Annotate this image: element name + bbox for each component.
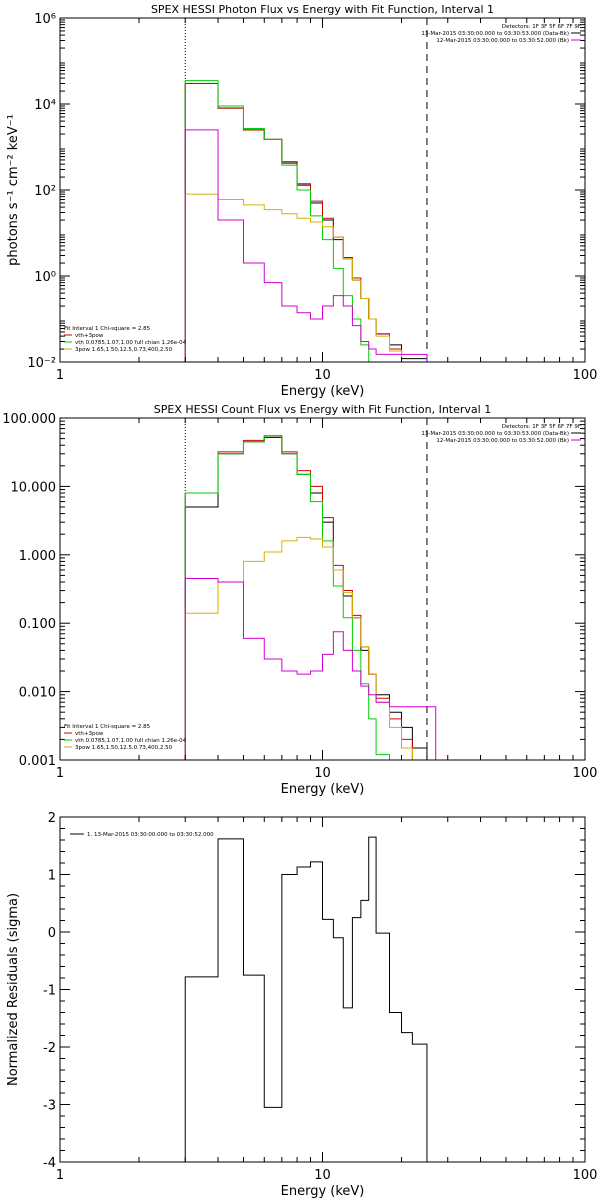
legend-entry-label: 3pow 1.65,1.50,12.5,0.73,400,2.50 [75,347,173,353]
x-axis-label: Energy (keV) [281,384,365,399]
legend-fit-interval: Fit Interval 1 Chi-square = 2.85 [64,724,151,730]
x-axis-label: Energy (keV) [281,1184,365,1199]
legend-entry-label: 1. 13-Mar-2015 03:30:00.000 to 03:30:52.… [87,832,214,838]
legend-entry-label: vth+3pow [75,333,104,339]
series-vth [184,80,370,362]
y-tick-label: 2 [48,811,56,826]
legend-entry-label: vth+3pow [75,731,104,737]
legend-entry-label: 3pow 1.65,1.50,12.5,0.73,400,2.50 [75,745,173,751]
x-tick-label: 10 [314,1168,331,1183]
series-group [184,435,437,760]
series-group [184,80,428,362]
legend-entry-label: 13-Mar-2015 03:30:00.000 to 03:30:53.000… [421,431,569,437]
y-tick-label: 0.100 [19,617,56,632]
x-tick-label: 1 [56,1168,64,1183]
series-3pow [184,193,413,362]
y-tick-label: -2 [43,1041,56,1056]
y-tick-label: 1 [48,869,56,884]
y-tick-label: 10⁰ [34,270,56,285]
y-tick-label: 10⁶ [34,12,56,27]
y-tick-label: 10⁻² [27,356,56,371]
x-tick-label: 1 [56,368,64,383]
panel-1: SPEX HESSI Photon Flux vs Energy with Fi… [6,3,598,399]
legend-entry-label: 12-Mar-2015 03:30:00.000 to 03:30:52.000… [436,438,569,444]
series-12-mar-2015-03-30-00-000-to-03-30-52-000-bk [184,578,437,760]
x-tick-label: 100 [573,766,598,781]
legend-entry-label: vth 0.0785,1.07,1.00 full chian 1.26e-04 [75,738,187,744]
x-tick-label: 100 [573,368,598,383]
legend-entry-label: vth 0.0785,1.07,1.00 full chian 1.26e-04 [75,340,187,346]
panel-3: 1 10 100 -4 -3 -2 -1 0 1 2 Energy (keV) Normalized … [6,811,598,1199]
x-tick-label: 10 [314,766,331,781]
series-3pow [184,536,428,760]
y-tick-label: 100.000 [2,412,56,427]
series-13-mar-2015-03-30-00-000-to-03-30-53-000-data-bk [184,82,428,362]
panel-2: SPEX HESSI Count Flux vs Energy with Fit… [2,403,598,797]
chart-title: SPEX HESSI Count Flux vs Energy with Fit… [154,403,491,416]
legend-entry-label: 13-Mar-2015 03:30:00.000 to 03:30:53.000… [421,31,569,37]
x-tick-label: 1 [56,766,64,781]
y-axis-label: Normalized Residuals (sigma) [6,893,21,1086]
legend-detectors: Detectors: 1F 3F 5F 6F 7F 9F [502,424,581,430]
x-tick-label: 10 [314,368,331,383]
chart-title: SPEX HESSI Photon Flux vs Energy with Fi… [151,3,494,16]
x-axis-label: Energy (keV) [281,782,365,797]
y-tick-label: 0.010 [19,686,56,701]
y-tick-label: -3 [43,1099,56,1114]
series-12-mar-2015-03-30-00-000-to-03-30-52-000-bk [184,129,428,362]
x-tick-label: 100 [573,1168,598,1183]
y-tick-label: 1.000 [19,549,56,564]
y-tick-label: -4 [43,1156,56,1171]
y-tick-label: 10² [34,184,56,199]
y-axis-label: photons s⁻¹ cm⁻² keV⁻¹ [6,114,21,266]
y-tick-label: 10⁴ [34,98,56,113]
y-tick-label: -1 [43,984,56,999]
series-vth-3pow [184,82,428,362]
y-tick-label: 0.001 [19,754,56,769]
y-tick-label: 0 [48,926,56,941]
y-tick-label: 10.000 [11,480,57,495]
series-group [184,836,428,1162]
plot-frame [59,417,586,761]
legend-fit-interval: Fit Interval 1 Chi-square = 2.85 [64,326,151,332]
series-vth [184,435,391,760]
legend-entry-label: 12-Mar-2015 03:30:00.000 to 03:30:52.000… [436,38,569,44]
legend-detectors: Detectors: 1F 3F 5F 6F 7F 9F [502,24,581,30]
series-1-13-mar-2015-03-30-00-000-to-03-30-52-000 [184,836,428,1162]
